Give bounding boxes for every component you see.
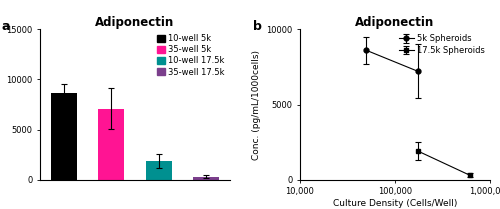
Y-axis label: Conc. (pg/mL/1000cells): Conc. (pg/mL/1000cells)	[252, 50, 260, 159]
X-axis label: Culture Density (Cells/Well): Culture Density (Cells/Well)	[333, 199, 457, 208]
Title: Adiponectin: Adiponectin	[96, 16, 174, 29]
Text: b: b	[252, 20, 262, 33]
Bar	[98, 108, 124, 180]
Legend: 10-well 5k, 35-well 5k, 10-well 17.5k, 35-well 17.5k: 10-well 5k, 35-well 5k, 10-well 17.5k, 3…	[156, 33, 226, 77]
Bar	[193, 177, 220, 180]
Legend: 5k Spheroids, 17.5k Spheroids: 5k Spheroids, 17.5k Spheroids	[398, 33, 486, 56]
Bar	[146, 161, 172, 180]
Bar	[50, 93, 77, 180]
Text: a: a	[2, 20, 10, 33]
Title: Adiponectin: Adiponectin	[356, 16, 434, 29]
